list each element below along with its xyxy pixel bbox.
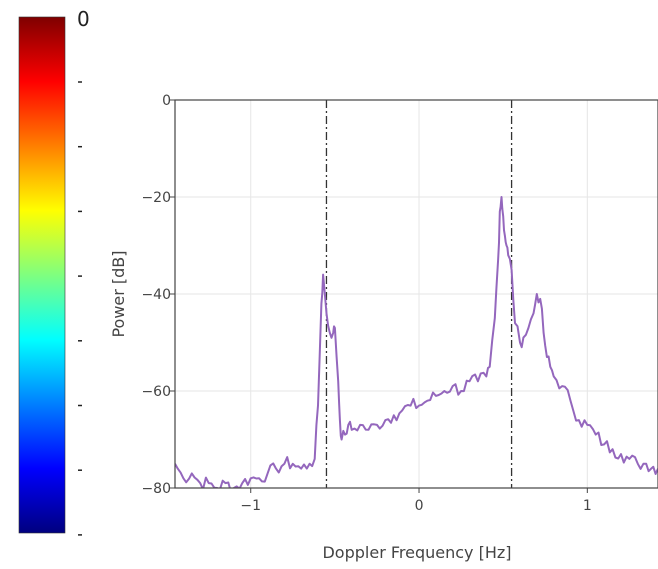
x-tick-label: −1	[240, 498, 261, 514]
y-axis-title: Power [dB]	[109, 250, 128, 337]
series-line	[175, 196, 658, 488]
y-tick-label: −80	[141, 481, 171, 497]
y-tick-label: −60	[141, 384, 171, 400]
x-axis-ticks: −1 0 1	[240, 488, 592, 514]
colorbar-ticks	[78, 81, 82, 536]
y-tick-label: −20	[141, 190, 171, 206]
y-tick-label: 0	[162, 93, 171, 109]
x-tick-label: 1	[583, 498, 592, 514]
reference-lines	[325, 100, 513, 488]
x-tick-label: 0	[415, 498, 424, 514]
x-axis-title: Doppler Frequency [Hz]	[322, 543, 511, 562]
y-tick-label: −40	[141, 287, 171, 303]
y-axis-ticks: 0 −20 −40 −60 −80	[141, 93, 175, 497]
colorbar-top-label: 0	[77, 7, 90, 31]
colorbar-gradient	[18, 16, 66, 534]
colorbar: 0	[18, 7, 90, 536]
